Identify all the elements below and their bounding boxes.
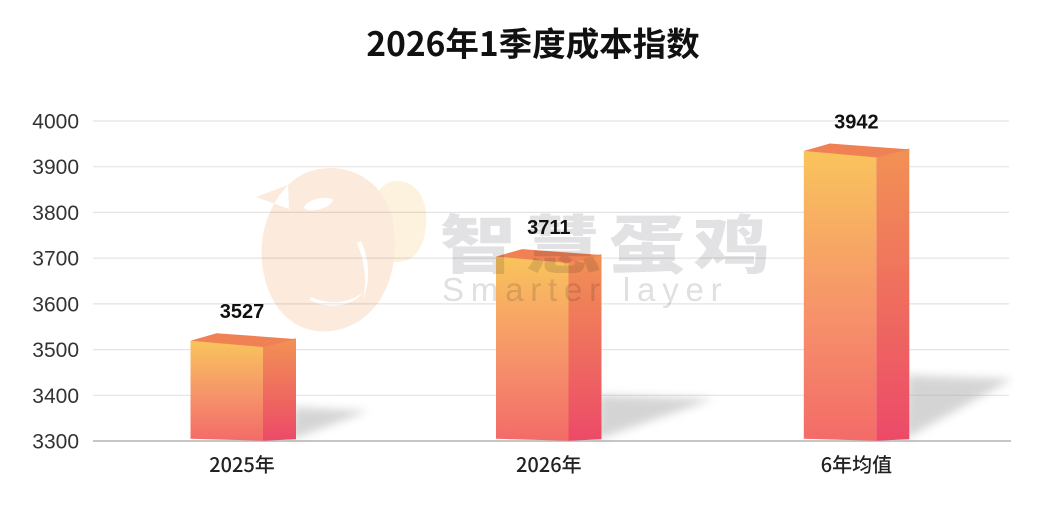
svg-text:Smarter layer: Smarter layer (442, 271, 728, 308)
svg-text:4000: 4000 (32, 111, 79, 134)
svg-text:3400: 3400 (32, 385, 79, 408)
svg-text:3942: 3942 (834, 112, 879, 134)
svg-text:3800: 3800 (32, 202, 79, 225)
svg-text:3500: 3500 (32, 339, 79, 362)
svg-text:3700: 3700 (32, 248, 79, 271)
svg-text:3600: 3600 (32, 293, 79, 316)
svg-text:3900: 3900 (32, 156, 79, 179)
svg-text:3300: 3300 (32, 431, 79, 454)
svg-text:3711: 3711 (527, 217, 570, 239)
svg-text:3527: 3527 (220, 301, 265, 323)
